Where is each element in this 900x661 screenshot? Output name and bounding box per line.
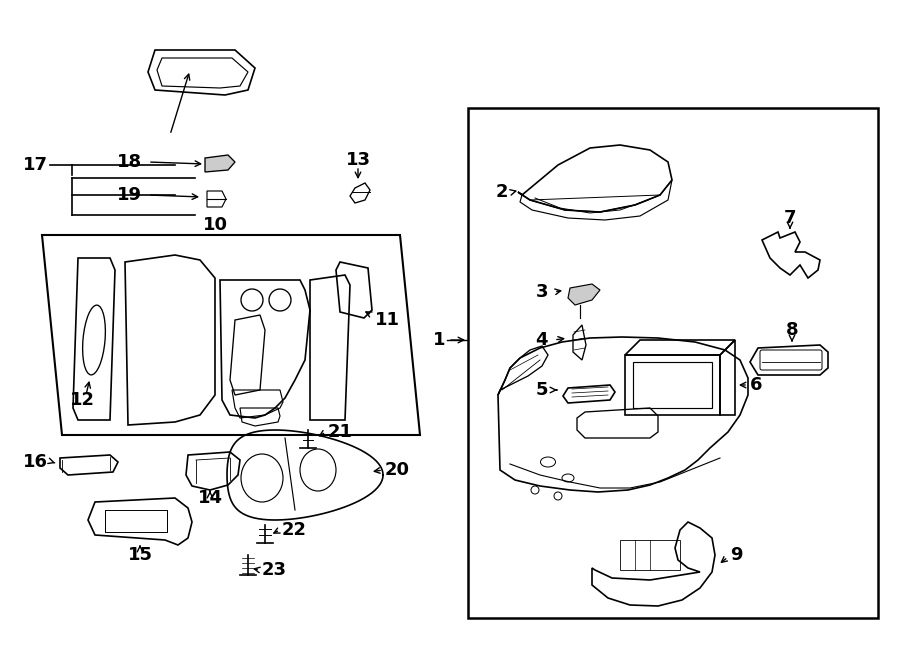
Text: 20: 20 — [385, 461, 410, 479]
Text: 21: 21 — [328, 423, 353, 441]
Text: 6: 6 — [750, 376, 762, 394]
Text: 10: 10 — [202, 216, 228, 234]
Text: 3: 3 — [536, 283, 548, 301]
Text: 2: 2 — [496, 183, 508, 201]
Text: 1: 1 — [433, 331, 445, 349]
Text: 12: 12 — [69, 391, 94, 409]
Text: 8: 8 — [786, 321, 798, 339]
Bar — [468, 108, 878, 618]
Bar — [105, 510, 167, 532]
Bar — [620, 540, 680, 570]
Text: 7: 7 — [784, 209, 796, 227]
Text: 18: 18 — [117, 153, 142, 171]
Polygon shape — [568, 284, 600, 305]
Text: 15: 15 — [128, 546, 152, 564]
Text: 5: 5 — [536, 381, 548, 399]
Text: 16: 16 — [23, 453, 48, 471]
Text: 17: 17 — [23, 156, 48, 174]
Text: 9: 9 — [730, 546, 742, 564]
Text: 19: 19 — [117, 186, 142, 204]
Text: 4: 4 — [536, 331, 548, 349]
Polygon shape — [205, 155, 235, 172]
Text: 14: 14 — [197, 489, 222, 507]
Text: 13: 13 — [346, 151, 371, 169]
Text: 23: 23 — [262, 561, 287, 579]
Text: 11: 11 — [375, 311, 400, 329]
Text: 22: 22 — [282, 521, 307, 539]
